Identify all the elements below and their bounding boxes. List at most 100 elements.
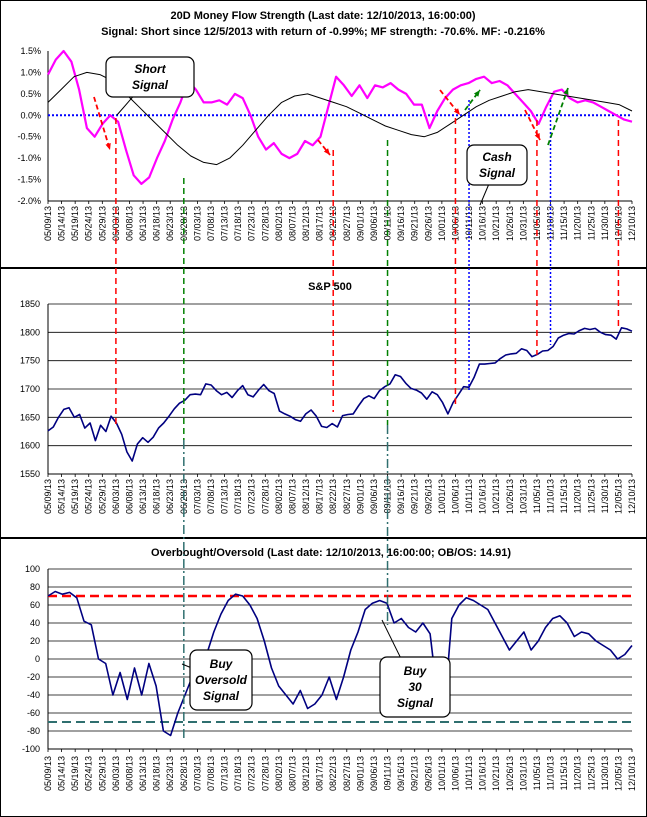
x-tick-label: 06/18/13 xyxy=(152,479,162,514)
x-tick-label: 09/16/13 xyxy=(396,206,406,241)
x-tick-label: 09/21/13 xyxy=(410,479,420,514)
short-arrow-head xyxy=(105,143,111,150)
x-tick-label: 11/15/13 xyxy=(559,206,569,240)
x-tick-label: 07/28/13 xyxy=(260,479,270,514)
x-tick-label: 08/12/13 xyxy=(301,756,311,791)
x-tick-label: 08/27/13 xyxy=(342,206,352,241)
y-tick-label: 0 xyxy=(35,654,40,664)
x-tick-label: 08/02/13 xyxy=(274,479,284,514)
sp500-title: S&P 500 xyxy=(308,281,352,293)
x-tick-label: 05/24/13 xyxy=(84,756,94,791)
x-tick-label: 07/28/13 xyxy=(260,206,270,241)
x-tick-label: 10/21/13 xyxy=(491,479,501,514)
x-tick-label: 10/16/13 xyxy=(478,206,488,241)
x-tick-label: 12/10/13 xyxy=(627,479,637,514)
x-tick-label: 11/15/13 xyxy=(559,479,569,513)
x-tick-label: 07/03/13 xyxy=(192,756,202,791)
x-tick-label: 10/31/13 xyxy=(518,479,528,514)
short-signal-text-line: Short xyxy=(134,62,166,76)
x-tick-label: 05/09/13 xyxy=(43,206,53,241)
x-tick-label: 11/15/13 xyxy=(559,756,569,790)
y-tick-label: 40 xyxy=(30,618,40,628)
short-arrow-head xyxy=(534,133,540,140)
x-tick-label: 11/30/13 xyxy=(600,756,610,790)
cash-signal-text-line: Cash xyxy=(482,150,511,164)
x-tick-label: 07/28/13 xyxy=(260,756,270,791)
buy-30-signal-text-line: Buy xyxy=(404,664,428,678)
short-signal-box xyxy=(105,56,195,98)
x-tick-label: 08/12/13 xyxy=(301,479,311,514)
x-tick-label: 12/05/13 xyxy=(613,756,623,791)
y-tick-label: 1850 xyxy=(20,299,40,309)
x-tick-label: 08/17/13 xyxy=(315,756,325,791)
buy-oversold-signal-text-line: Buy xyxy=(210,657,234,671)
x-tick-label: 06/23/13 xyxy=(165,206,175,241)
x-tick-label: 06/18/13 xyxy=(152,206,162,241)
x-tick-label: 09/26/13 xyxy=(423,756,433,791)
x-tick-label: 10/31/13 xyxy=(518,756,528,791)
x-tick-label: 10/06/13 xyxy=(450,756,460,791)
x-tick-label: 09/01/13 xyxy=(355,206,365,241)
x-tick-label: 10/16/13 xyxy=(478,756,488,791)
cash-signal-text-line: Signal xyxy=(479,166,516,180)
y-tick-label: -40 xyxy=(27,690,40,700)
y-tick-label: 1600 xyxy=(20,441,40,451)
x-tick-label: 07/08/13 xyxy=(206,206,216,241)
x-tick-label: 08/27/13 xyxy=(342,479,352,514)
x-tick-label: 09/06/13 xyxy=(369,756,379,791)
x-tick-label: 08/27/13 xyxy=(342,756,352,791)
series-line xyxy=(47,71,633,166)
x-tick-label: 10/06/13 xyxy=(450,479,460,514)
y-tick-label: 1.0% xyxy=(20,67,41,77)
short-arrow xyxy=(93,96,111,151)
series-line xyxy=(47,326,633,462)
x-tick-label: 10/16/13 xyxy=(478,479,488,514)
x-tick-label: 11/05/13 xyxy=(532,479,542,513)
buy-arrow xyxy=(547,87,569,146)
x-tick-label: 08/02/13 xyxy=(274,756,284,791)
x-tick-label: 08/22/13 xyxy=(328,479,338,514)
x-tick-label: 10/01/13 xyxy=(437,756,447,791)
y-tick-label: -2.0% xyxy=(17,196,41,206)
x-tick-label: 10/21/13 xyxy=(491,756,501,791)
series-line xyxy=(47,590,633,737)
x-tick-label: 09/16/13 xyxy=(396,479,406,514)
x-tick-label: 05/14/13 xyxy=(57,756,67,791)
x-tick-label: 08/07/13 xyxy=(287,206,297,241)
x-tick-label: 07/08/13 xyxy=(206,756,216,791)
x-tick-label: 06/23/13 xyxy=(165,756,175,791)
buy-oversold-signal-box xyxy=(189,649,253,711)
y-tick-label: 0.5% xyxy=(20,89,41,99)
x-tick-label: 10/01/13 xyxy=(437,479,447,514)
panel-frame-sp500 xyxy=(0,268,647,538)
x-tick-label: 05/19/13 xyxy=(70,756,80,791)
x-tick-label: 11/10/13 xyxy=(546,479,556,513)
buy-30-signal-box xyxy=(379,656,451,718)
mf-title: 20D Money Flow Strength (Last date: 12/1… xyxy=(170,10,475,22)
buy-30-signal-text-line: Signal xyxy=(397,696,434,710)
buy-oversold-signal-text-line: Signal xyxy=(203,689,240,703)
x-tick-label: 09/26/13 xyxy=(423,206,433,241)
x-tick-label: 08/07/13 xyxy=(287,479,297,514)
x-tick-label: 10/11/13 xyxy=(464,479,474,513)
x-tick-label: 09/06/13 xyxy=(369,479,379,514)
x-tick-label: 05/14/13 xyxy=(57,206,67,241)
y-tick-label: 20 xyxy=(30,636,40,646)
y-tick-label: 1700 xyxy=(20,384,40,394)
x-tick-label: 09/21/13 xyxy=(410,756,420,791)
x-tick-label: 07/03/13 xyxy=(192,206,202,241)
x-tick-label: 07/23/13 xyxy=(247,479,257,514)
x-tick-label: 06/28/13 xyxy=(179,756,189,791)
x-tick-label: 06/13/13 xyxy=(138,206,148,241)
x-tick-label: 09/11/13 xyxy=(383,756,393,790)
x-tick-label: 11/20/13 xyxy=(573,479,583,513)
series-line xyxy=(47,49,633,185)
short-arrow-head xyxy=(453,108,460,115)
x-tick-label: 05/09/13 xyxy=(43,479,53,514)
y-tick-label: 100 xyxy=(25,564,40,574)
x-tick-label: 06/23/13 xyxy=(165,479,175,514)
x-tick-label: 06/08/13 xyxy=(124,479,134,514)
x-tick-label: 07/03/13 xyxy=(192,479,202,514)
